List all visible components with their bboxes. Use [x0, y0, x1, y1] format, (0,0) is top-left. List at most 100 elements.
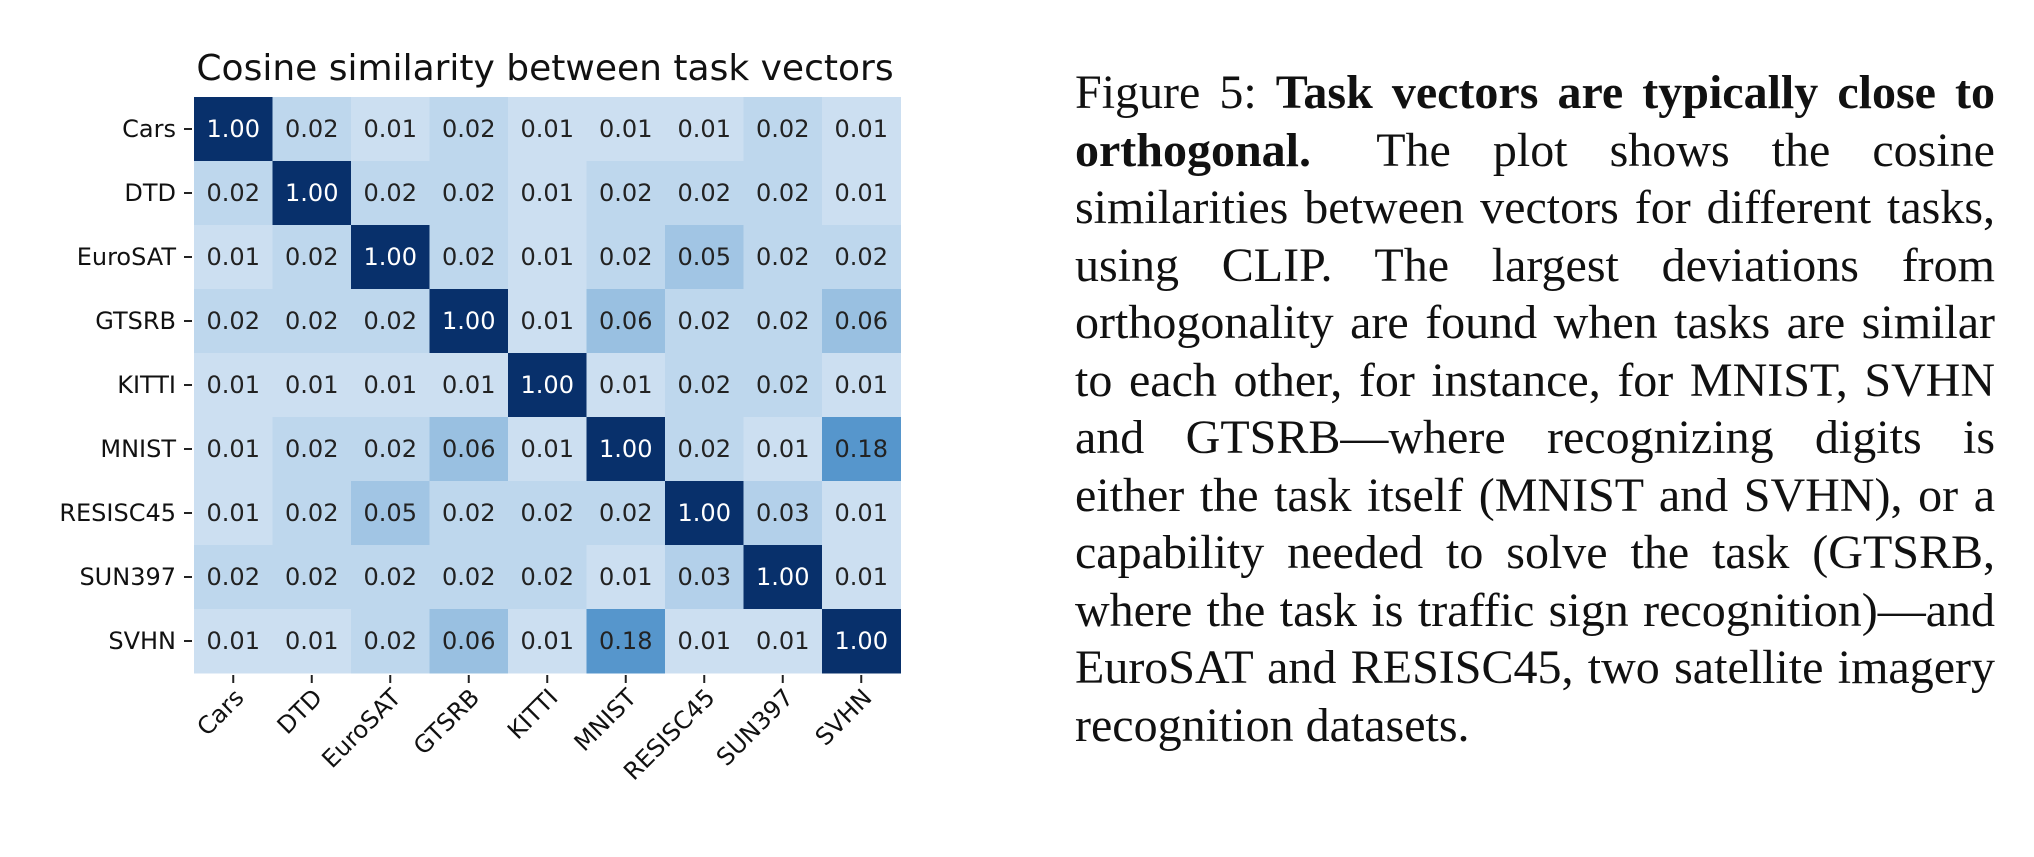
heatmap-cell-value: 0.02	[756, 115, 809, 143]
heatmap-cell-value: 0.01	[285, 627, 338, 655]
heatmap-cell	[743, 417, 823, 482]
heatmap-cell	[586, 353, 666, 418]
heatmap-cell	[272, 609, 352, 674]
heatmap-cell	[194, 609, 273, 674]
heatmap-cell	[429, 97, 509, 162]
heatmap-cell-value: 1.00	[521, 371, 574, 399]
heatmap-cell	[822, 417, 901, 482]
col-tick-label: SUN397	[711, 683, 799, 771]
heatmap-cell	[272, 225, 352, 290]
heatmap-cell	[272, 97, 352, 162]
heatmap-cell-value: 0.01	[521, 115, 574, 143]
heatmap-cell	[429, 289, 509, 354]
heatmap-cell	[822, 161, 901, 226]
heatmap-cell	[272, 417, 352, 482]
heatmap-cell-value: 0.02	[285, 499, 338, 527]
row-tick-label: DTD	[124, 179, 176, 207]
heatmap-cell-value: 0.02	[285, 563, 338, 591]
heatmap-cell-value: 0.01	[835, 371, 888, 399]
heatmap-cell	[351, 545, 430, 610]
heatmap-cell	[822, 97, 901, 162]
heatmap-cell-value: 0.05	[364, 499, 417, 527]
heatmap-cell-value: 0.01	[678, 115, 731, 143]
heatmap-cell-value: 0.01	[835, 563, 888, 591]
heatmap-cell-value: 0.01	[442, 371, 495, 399]
col-tick-label: KITTI	[502, 683, 563, 744]
heatmap-cell	[665, 161, 744, 226]
heatmap-cell	[508, 97, 587, 162]
heatmap-cell-value: 0.02	[756, 307, 809, 335]
heatmap-cell-value: 0.02	[442, 115, 495, 143]
heatmap-cell-value: 0.01	[599, 371, 652, 399]
heatmap-cell-value: 1.00	[207, 115, 260, 143]
heatmap-cell	[351, 481, 430, 546]
heatmap-cell	[586, 161, 666, 226]
heatmap-cell-value: 0.01	[756, 435, 809, 463]
heatmap-cell-value: 0.02	[364, 627, 417, 655]
row-tick-label: EuroSAT	[77, 243, 177, 271]
heatmap-cell	[272, 481, 352, 546]
heatmap-cell	[194, 289, 273, 354]
heatmap-cell-value: 0.02	[756, 179, 809, 207]
heatmap-cell-value: 0.06	[599, 307, 652, 335]
heatmap-cell	[822, 545, 901, 610]
heatmap-cell-value: 0.02	[678, 307, 731, 335]
heatmap-cell-value: 0.01	[835, 179, 888, 207]
heatmap-cell-value: 1.00	[756, 563, 809, 591]
figure-caption: Figure 5: Task vectors are typically clo…	[1075, 64, 1995, 754]
heatmap-cell-value: 0.02	[442, 243, 495, 271]
heatmap-cell	[508, 353, 587, 418]
heatmap-cell	[194, 225, 273, 290]
heatmap-cell	[351, 225, 430, 290]
heatmap-cell	[272, 289, 352, 354]
heatmap-cell	[508, 417, 587, 482]
heatmap-cell-value: 0.01	[521, 627, 574, 655]
heatmap-cell-value: 0.02	[756, 371, 809, 399]
heatmap-cell-value: 0.03	[756, 499, 809, 527]
heatmap-cell-value: 0.02	[442, 563, 495, 591]
heatmap-cell	[351, 289, 430, 354]
caption-body: The plot shows the co­sine similarities …	[1075, 123, 1995, 752]
heatmap-cell	[508, 289, 587, 354]
heatmap-cell-value: 1.00	[678, 499, 731, 527]
heatmap-cell-value: 0.03	[678, 563, 731, 591]
heatmap-cell	[743, 545, 823, 610]
heatmap-cell	[822, 225, 901, 290]
heatmap-cell-value: 0.01	[207, 243, 260, 271]
heatmap-cell-value: 0.02	[364, 307, 417, 335]
heatmap-cell-value: 0.02	[599, 243, 652, 271]
heatmap-cell	[665, 417, 744, 482]
heatmap-cell-value: 1.00	[835, 627, 888, 655]
heatmap-cell-value: 0.01	[207, 435, 260, 463]
heatmap-cell-value: 0.06	[835, 307, 888, 335]
heatmap-cell	[743, 289, 823, 354]
heatmap-cell-value: 0.01	[207, 627, 260, 655]
col-tick-label: MNIST	[569, 683, 643, 757]
heatmap-cell	[272, 545, 352, 610]
heatmap-cell-value: 0.06	[442, 435, 495, 463]
heatmap-cell	[429, 609, 509, 674]
heatmap-cells: 1.00 0.02 0.01 0.02 0.01 0.01 0.01 0.02 0.01 0.02…	[194, 97, 901, 674]
col-tick-label: DTD	[272, 683, 328, 739]
heatmap-cell	[743, 481, 823, 546]
heatmap-cell-value: 0.01	[521, 179, 574, 207]
heatmap-cell	[272, 353, 352, 418]
heatmap-cell	[508, 225, 587, 290]
heatmap-cell	[194, 417, 273, 482]
heatmap-cell	[194, 545, 273, 610]
heatmap-cell-value: 0.02	[442, 499, 495, 527]
row-tick-label: KITTI	[117, 371, 176, 399]
row-tick-label: MNIST	[100, 435, 176, 463]
heatmap-cell-value: 0.02	[207, 563, 260, 591]
heatmap-cell	[665, 225, 744, 290]
heatmap-cell	[429, 545, 509, 610]
heatmap-cell	[508, 481, 587, 546]
heatmap-cell	[665, 353, 744, 418]
heatmap-cell-value: 0.01	[207, 499, 260, 527]
heatmap-cell-value: 0.02	[599, 499, 652, 527]
heatmap-cell-value: 0.02	[364, 435, 417, 463]
heatmap-cell	[351, 161, 430, 226]
row-tick-label: RESISC45	[59, 499, 176, 527]
